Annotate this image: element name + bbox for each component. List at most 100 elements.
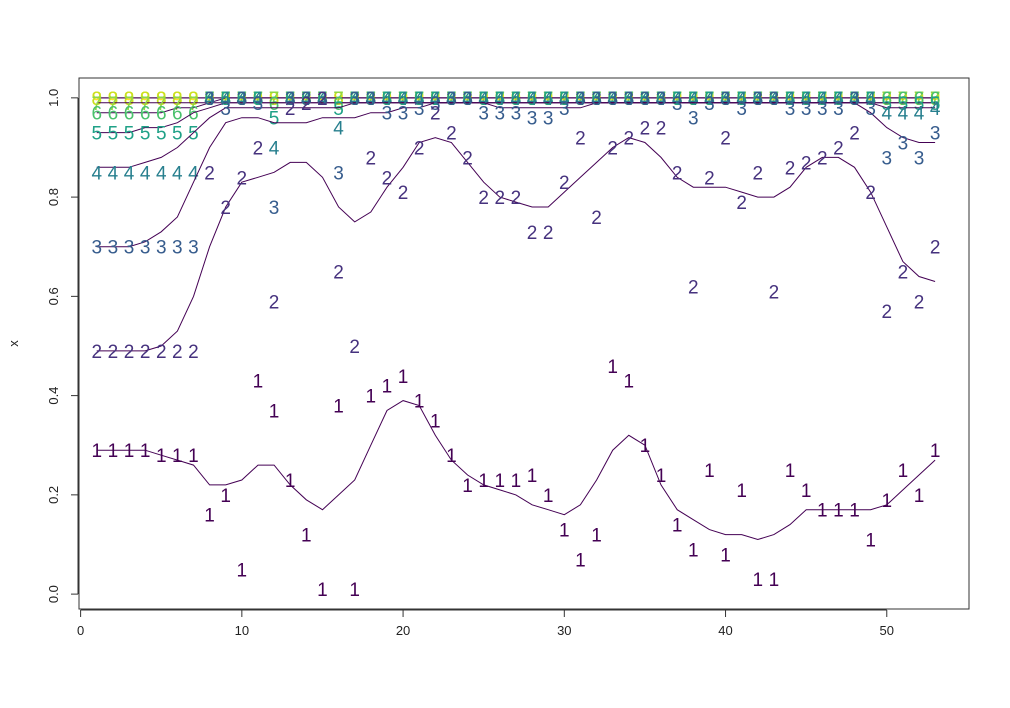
series-6-point: 6 xyxy=(736,89,747,110)
series-3-point: 3 xyxy=(204,89,215,110)
series-6-point: 6 xyxy=(220,89,231,110)
series-1-point: 1 xyxy=(575,550,586,571)
series-9-point: 9 xyxy=(301,89,312,110)
series-4-point: 4 xyxy=(446,89,457,110)
series-8-point: 8 xyxy=(640,89,651,110)
series-8-point: 8 xyxy=(801,89,812,110)
series-1-point: 1 xyxy=(527,466,538,487)
series-7-point: 7 xyxy=(204,89,215,110)
series-7-point: 7 xyxy=(285,89,296,110)
series-1-point: 1 xyxy=(817,501,828,522)
series-4-point: 4 xyxy=(124,163,135,184)
series-7-point: 7 xyxy=(575,89,586,110)
series-9-point: 9 xyxy=(607,89,618,110)
series-9-point: 9 xyxy=(817,89,828,110)
series-5-point: 5 xyxy=(333,99,344,120)
series-6-point: 6 xyxy=(478,89,489,110)
series-1-point: 1 xyxy=(301,526,312,547)
series-5-point: 5 xyxy=(785,89,796,110)
series-2-point: 2 xyxy=(301,94,312,115)
series-1-point: 1 xyxy=(188,446,199,467)
series-5-point: 5 xyxy=(591,89,602,110)
series-2-point: 2 xyxy=(527,223,538,244)
series-5-point: 5 xyxy=(220,89,231,110)
series-7-point: 7 xyxy=(704,89,715,110)
series-2-point: 2 xyxy=(511,188,522,209)
series-4-point: 4 xyxy=(333,119,344,140)
series-6-point: 6 xyxy=(575,89,586,110)
series-7-point: 7 xyxy=(720,89,731,110)
series-1-point: 1 xyxy=(720,545,731,566)
series-2-point: 2 xyxy=(108,342,119,363)
series-9-point: 9 xyxy=(204,89,215,110)
series-3-point: 3 xyxy=(607,89,618,110)
series-7-point: 7 xyxy=(865,89,876,110)
series-5-point: 5 xyxy=(688,89,699,110)
series-9-point: 9 xyxy=(720,89,731,110)
series-4-point: 4 xyxy=(720,89,731,110)
series-9-point: 9 xyxy=(688,89,699,110)
series-4-point: 4 xyxy=(430,89,441,110)
series-5-point: 5 xyxy=(414,89,425,110)
series-9-point: 9 xyxy=(769,89,780,110)
series-4-point: 4 xyxy=(140,163,151,184)
series-5-point: 5 xyxy=(640,89,651,110)
series-6-point: 6 xyxy=(849,89,860,110)
series-7-point: 7 xyxy=(91,94,102,115)
series-6-point: 6 xyxy=(140,104,151,125)
series-5-point: 5 xyxy=(736,89,747,110)
series-8-point: 8 xyxy=(140,89,151,110)
series-9-point: 9 xyxy=(414,89,425,110)
series-5-point: 5 xyxy=(172,124,183,145)
series-8-point: 8 xyxy=(688,89,699,110)
series-5-point: 5 xyxy=(495,89,506,110)
series-2-point: 2 xyxy=(204,163,215,184)
series-7-point: 7 xyxy=(462,89,473,110)
series-6-point: 6 xyxy=(865,89,876,110)
series-4-point: 4 xyxy=(253,89,264,110)
series-1-point: 1 xyxy=(914,486,925,507)
series-4-point: 4 xyxy=(575,89,586,110)
series-7-point: 7 xyxy=(607,89,618,110)
series-6-point: 6 xyxy=(333,94,344,115)
series-9-point: 9 xyxy=(640,89,651,110)
series-7-point: 7 xyxy=(430,89,441,110)
y-tick-label: 0.4 xyxy=(46,387,61,405)
series-2-point: 2 xyxy=(801,153,812,174)
series-9-point: 9 xyxy=(559,89,570,110)
series-7-point: 7 xyxy=(930,89,941,110)
series-1-point: 1 xyxy=(769,570,780,591)
series-8-point: 8 xyxy=(478,89,489,110)
series-2-point: 2 xyxy=(430,104,441,125)
series-4-point: 4 xyxy=(398,89,409,110)
series-7-point: 7 xyxy=(591,89,602,110)
series-3-point: 3 xyxy=(124,238,135,259)
series-1-point: 1 xyxy=(156,446,167,467)
series-8-point: 8 xyxy=(833,89,844,110)
series-6-point: 6 xyxy=(317,89,328,110)
series-8-point: 8 xyxy=(559,89,570,110)
series-2-point: 2 xyxy=(398,183,409,204)
series-6-point: 6 xyxy=(349,89,360,110)
series-4-point: 4 xyxy=(898,104,909,125)
series-5-point: 5 xyxy=(366,89,377,110)
x-tick-label: 30 xyxy=(557,623,571,638)
x-tick-label: 40 xyxy=(718,623,732,638)
series-8-point: 8 xyxy=(124,89,135,110)
series-8-point: 8 xyxy=(704,89,715,110)
series-6-point: 6 xyxy=(398,89,409,110)
series-5-point: 5 xyxy=(478,89,489,110)
series-5-point: 5 xyxy=(108,124,119,145)
series-7-point: 7 xyxy=(543,89,554,110)
series-3-point: 3 xyxy=(559,99,570,120)
series-9-point: 9 xyxy=(156,89,167,110)
series-3: 3 3 3 3 3 3 33 3 3 333 3 333 33 3 3 3 3 33 3 3 3 3 3 3 3 3 3 3 3 333 3… xyxy=(91,89,940,259)
series-1-point: 1 xyxy=(898,461,909,482)
series-9-point: 9 xyxy=(752,89,763,110)
y-tick-label: 0.2 xyxy=(46,486,61,504)
series-2-point: 2 xyxy=(446,124,457,145)
series-9-point: 9 xyxy=(656,89,667,110)
